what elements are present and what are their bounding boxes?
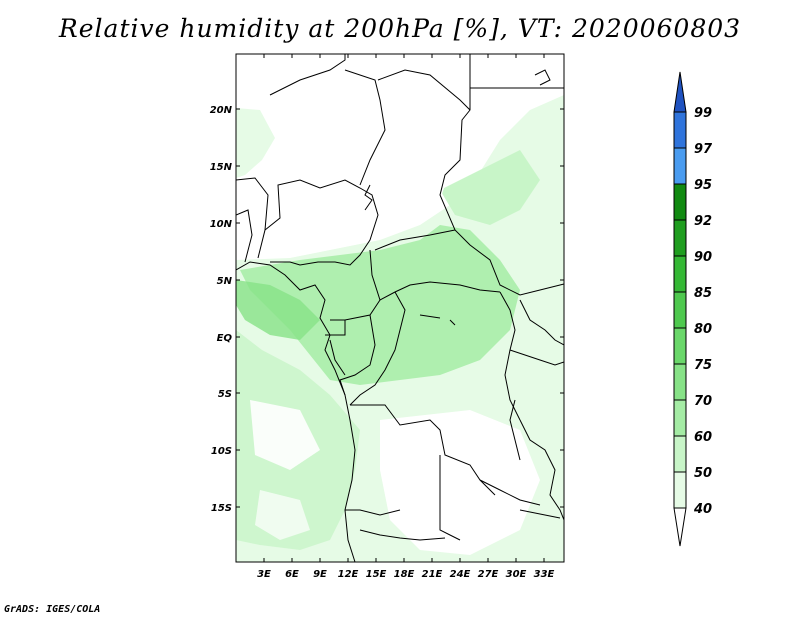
colorbar-bin: [673, 111, 687, 149]
lon-label: 24E: [450, 569, 471, 580]
colorbar-label: 90: [694, 250, 712, 265]
lon-label: 21E: [422, 569, 443, 580]
lon-label: 12E: [338, 569, 359, 580]
colorbar-label: 95: [694, 178, 712, 193]
lat-label: 15N: [210, 162, 233, 173]
lon-label: 30E: [506, 569, 527, 580]
lat-label: 5S: [218, 389, 232, 400]
colorbar: 40 50 60 70 75 80 85 90 92 95 97 99: [673, 71, 713, 547]
lat-label: EQ: [217, 333, 233, 344]
colorbar-bin: [673, 183, 687, 221]
lat-label: 10S: [211, 446, 232, 457]
lon-label: 6E: [285, 569, 299, 580]
lat-label: 10N: [210, 219, 233, 230]
lon-label: 9E: [313, 569, 327, 580]
colorbar-bin: [673, 147, 687, 185]
lat-label: 5N: [217, 276, 233, 287]
colorbar-label: 92: [694, 214, 712, 229]
humidity-shading: [236, 75, 564, 562]
colorbar-label: 60: [694, 430, 712, 445]
colorbar-label: 75: [694, 358, 712, 373]
colorbar-bin: [673, 327, 687, 365]
colorbar-label: 50: [694, 466, 712, 481]
lon-ticks: [263, 54, 545, 562]
colorbar-bin: [673, 255, 687, 293]
lat-labels: 20N 15N 10N 5N EQ 5S 10S 15S: [210, 105, 233, 514]
colorbar-top-triangle: [673, 71, 687, 113]
colorbar-bottom-triangle: [673, 507, 687, 547]
colorbar-bin: [673, 471, 687, 509]
colorbar-bin: [673, 219, 687, 257]
lon-label: 3E: [257, 569, 271, 580]
colorbar-bin: [673, 291, 687, 329]
lon-labels: 3E 6E 9E 12E 15E 18E 21E 24E 27E 30E 33E: [257, 569, 554, 580]
colorbar-label: 99: [694, 106, 712, 121]
colorbar-bin: [673, 435, 687, 473]
lon-label: 33E: [534, 569, 555, 580]
colorbar-bin: [673, 399, 687, 437]
colorbar-label: 85: [694, 286, 712, 301]
country-borders: [236, 54, 564, 562]
grads-credit: GrADS: IGES/COLA: [4, 604, 101, 615]
colorbar-label: 70: [694, 394, 712, 409]
lon-label: 18E: [394, 569, 415, 580]
colorbar-bin: [673, 363, 687, 401]
map-frame: [235, 53, 565, 563]
lon-label: 15E: [366, 569, 387, 580]
colorbar-label: 80: [694, 322, 712, 337]
lat-label: 15S: [211, 503, 232, 514]
colorbar-label: 40: [693, 502, 712, 517]
lat-label: 20N: [210, 105, 233, 116]
map-title: Relative humidity at 200hPa [%], VT: 202…: [58, 14, 742, 43]
colorbar-label: 97: [694, 142, 713, 157]
lat-ticks: [236, 108, 564, 508]
lon-label: 27E: [478, 569, 499, 580]
